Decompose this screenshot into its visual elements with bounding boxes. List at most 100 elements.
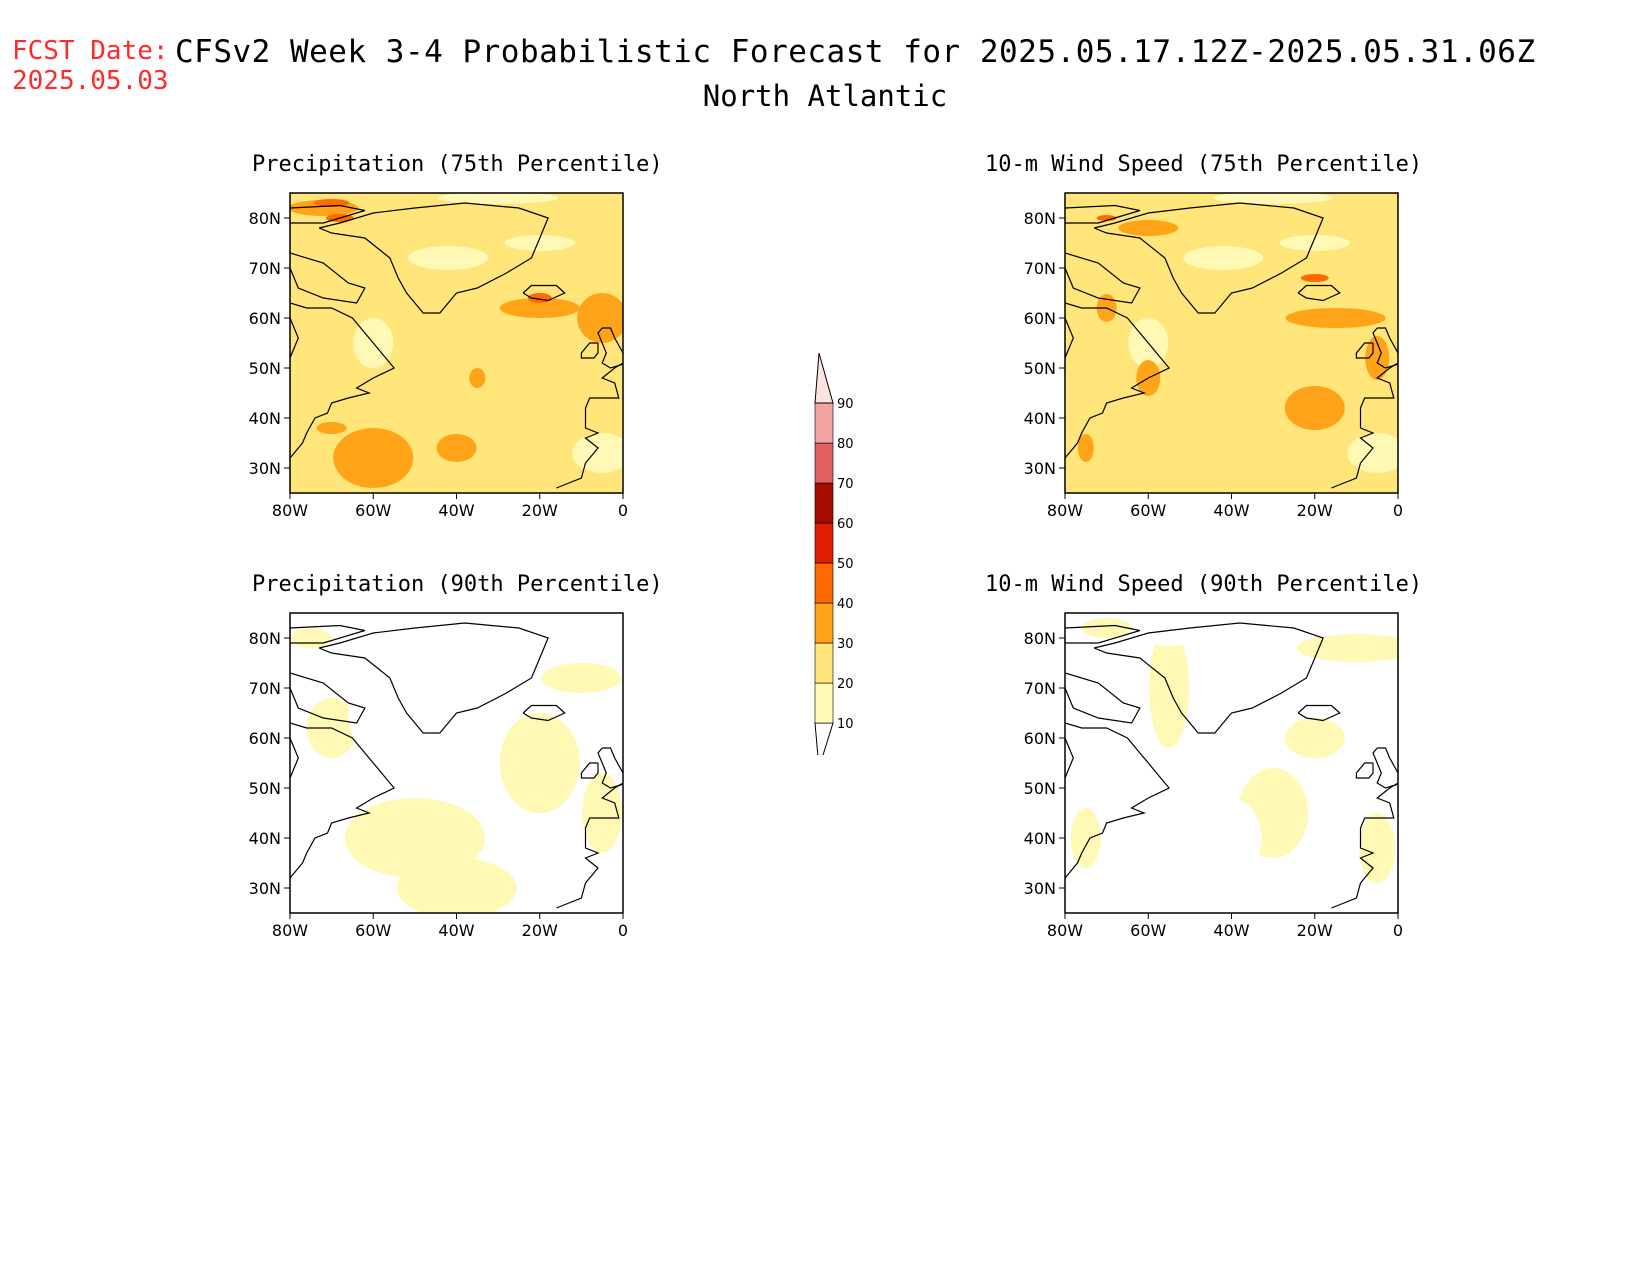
lat-tick-label: 30N [1024,459,1056,478]
lat-tick-label: 50N [1024,779,1056,798]
coastlines [1065,202,1398,489]
shade-30-40 [1365,336,1390,380]
lon-tick-label: 20W [522,921,558,940]
lon-tick-label: 60W [355,921,391,940]
coastline [290,302,396,459]
coastline [597,327,623,369]
region-subtitle: North Atlantic [0,76,1650,116]
lat-tick-label: 40N [1024,829,1056,848]
colorbar-lower-cap [814,722,834,755]
coastlines [290,202,623,489]
colorbar-label: 50 [837,557,854,572]
colorbar-upper-cap [814,352,834,404]
lat-tick-label: 80N [1024,629,1056,648]
shade-10-20 [1296,634,1398,662]
shade-40-50 [1300,274,1329,282]
coastline [1372,327,1398,369]
coastline [290,204,366,224]
lat-tick-label: 60N [249,309,281,328]
colorbar-label: 30 [837,637,854,652]
shade-none [1206,688,1257,788]
lon-tick-label: 0 [618,501,628,520]
lon-tick-label: 40W [1213,921,1249,940]
shade-10-20 [1183,246,1264,270]
lat-tick-label: 50N [249,779,281,798]
lon-tick-label: 20W [522,501,558,520]
coastline [290,722,396,879]
coastline [1297,704,1341,722]
lon-tick-label: 80W [1047,501,1083,520]
lat-tick-label: 50N [249,359,281,378]
colorbar-label: 40 [837,597,854,612]
lon-tick-label: 20W [1297,501,1333,520]
coastline [1065,302,1171,459]
coastline [290,317,299,359]
colorbar-segment [814,402,834,444]
lat-tick-label: 50N [1024,359,1056,378]
coastline [556,362,623,489]
shade-10-20 [396,858,517,913]
coastline [1093,202,1324,314]
shade-30-40 [1284,386,1345,430]
lon-tick-label: 20W [1297,921,1333,940]
shading-layer [290,193,623,493]
coastline [318,622,549,734]
coastline [522,704,566,722]
lat-tick-label: 80N [249,629,281,648]
shade-10-20 [582,773,623,853]
coastline [1331,782,1398,909]
fcst-date-label: FCST Date: [12,36,169,66]
shade-30-40 [499,298,580,318]
shade-30-40 [1077,434,1094,462]
colorbar-segment [814,522,834,564]
colorbar-segment [814,562,834,604]
coastline [290,737,299,779]
shade-10-20 [438,193,559,204]
lat-tick-label: 70N [249,679,281,698]
shade-none [447,638,508,678]
shade-30-40 [469,368,486,388]
coastline [1065,722,1171,879]
coastline [1372,747,1398,789]
lat-tick-label: 40N [1024,409,1056,428]
coastline [580,762,599,779]
coastline [290,672,366,724]
shading-layer [290,613,623,913]
coastline [1065,737,1074,779]
coastline [1065,317,1074,359]
map-precip-90: 80N 70N 60N 50N 40N 30N 80W 60W 40W 20W 0 [249,612,628,940]
lat-tick-label: 60N [249,729,281,748]
lat-tick-label: 30N [249,459,281,478]
shade-10-20 [408,246,489,270]
lat-tick-label: 80N [249,209,281,228]
lon-tick-label: 40W [1213,501,1249,520]
colorbar-label: 10 [837,717,854,732]
shade-10-20 [499,713,580,813]
coastline [1355,342,1374,359]
lat-tick-label: 30N [1024,879,1056,898]
shade-10-20 [1213,193,1334,204]
colorbar-label: 90 [837,397,854,412]
lon-tick-label: 60W [1130,501,1166,520]
fcst-date-value: 2025.05.03 [12,66,169,96]
region-text: North Atlantic [702,79,948,113]
shade-10-20 [541,663,622,693]
colorbar-segment [814,682,834,724]
coastline [556,782,623,909]
panel-title-wind-75: 10-m Wind Speed (75th Percentile) [985,152,1423,177]
coastline [1065,672,1141,724]
shade-30-40 [316,422,347,434]
coastline [1065,624,1141,644]
colorbar-label: 60 [837,517,854,532]
lat-tick-label: 70N [249,259,281,278]
lat-tick-label: 60N [1024,309,1056,328]
lat-tick-label: 40N [249,829,281,848]
shade-10-20 [1284,718,1345,758]
coastline [1093,622,1324,734]
map-wind-75: 80N 70N 60N 50N 40N 30N 80W 60W 40W 20W 0 [1024,192,1403,520]
coastline [318,202,549,314]
shade-10-20 [290,628,331,648]
lon-tick-label: 40W [438,501,474,520]
lat-tick-label: 30N [249,879,281,898]
shade-30-40 [577,293,623,343]
